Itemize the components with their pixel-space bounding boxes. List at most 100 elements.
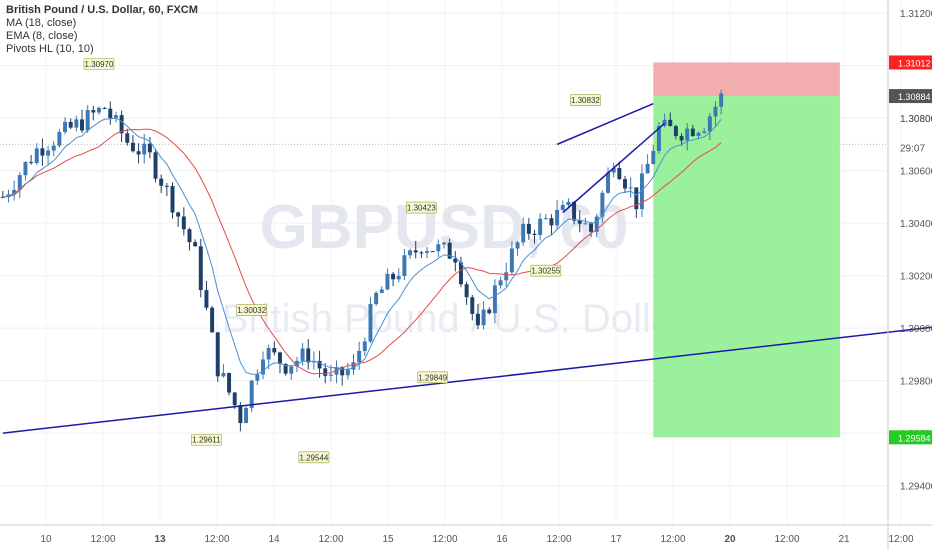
candle-body [487, 309, 492, 314]
candle-body [215, 332, 220, 377]
price-tag-text-countdown: 29:07 [900, 144, 925, 155]
candle-body [300, 348, 305, 361]
candle-body [198, 246, 203, 291]
candle-body [74, 119, 79, 128]
x-tick-label: 14 [268, 534, 280, 545]
candle-body [108, 108, 113, 118]
x-tick-label: 12:00 [660, 534, 685, 545]
candle-body [549, 218, 554, 226]
watermark-name: British Pound / U.S. Dollar [222, 297, 687, 341]
trendlines[interactable] [2, 102, 932, 434]
candle-body [425, 251, 430, 253]
candle-body [560, 204, 565, 210]
candle-body [673, 126, 678, 136]
candle-body [266, 348, 271, 360]
candle-body [227, 373, 232, 393]
pivot-label-box [298, 451, 330, 464]
price-tag-text-target: 1.29584 [898, 433, 931, 443]
candle-body [362, 341, 367, 351]
trendline[interactable] [2, 326, 932, 434]
candle-body [594, 216, 599, 232]
legend-ema[interactable]: EMA (8, close) [6, 30, 78, 42]
candle-body [385, 273, 390, 290]
candle-body [707, 116, 712, 132]
candle-body [210, 307, 215, 333]
y-tick-label: 1.31200 [900, 9, 932, 20]
candle-body [40, 148, 45, 156]
candle-body [447, 242, 452, 259]
pivot-label-box [191, 433, 222, 446]
candle-body [29, 162, 34, 164]
candle-body [289, 366, 294, 374]
pivot-label: 1.30255 [531, 267, 560, 276]
candle-body [57, 132, 62, 146]
x-tick-label: 12:00 [204, 534, 229, 545]
candle-body [232, 392, 237, 406]
pivot-label-box [236, 304, 267, 317]
candle-body [543, 218, 548, 220]
pivot-label: 1.30032 [237, 306, 266, 315]
candle-body [413, 250, 418, 253]
y-tick-label: 1.29800 [900, 377, 932, 388]
candle-body [521, 223, 526, 243]
price-tag-entry [889, 89, 932, 104]
y-tick-label: 1.29400 [900, 482, 932, 493]
candle-body [645, 163, 650, 174]
legend-pivots[interactable]: Pivots HL (10, 10) [6, 43, 94, 55]
legend-ma[interactable]: MA (18, close) [6, 17, 77, 29]
candle-body [623, 179, 627, 189]
x-tick-label: 21 [838, 534, 850, 545]
candle-body [475, 313, 480, 326]
stop-loss-zone[interactable] [653, 62, 840, 97]
candle-body [85, 110, 90, 131]
candle-body [102, 107, 107, 109]
candle-body [97, 107, 101, 113]
candle-body [119, 115, 124, 134]
candle-body [46, 150, 51, 156]
candle-body [294, 360, 299, 367]
candle-body [261, 359, 265, 375]
candle-body [696, 132, 701, 136]
candle-body [368, 304, 373, 342]
candle-body [555, 209, 560, 226]
candles [0, 89, 724, 432]
candle-body [442, 242, 446, 245]
candle-body [391, 273, 396, 280]
candle-body [396, 275, 401, 280]
trendline[interactable] [556, 102, 654, 146]
candle-body [142, 143, 147, 155]
candle-body [436, 244, 441, 252]
candle-body [125, 133, 130, 143]
candle-body [317, 360, 322, 369]
candle-body [470, 297, 475, 314]
pivots: 1.30970 1.29611 1.30032 1.29544 1.29849 1.304… [83, 58, 601, 464]
x-tick-label: 20 [724, 534, 736, 545]
candle-body [68, 121, 73, 128]
candle-body [204, 290, 209, 308]
candle-body [379, 289, 384, 293]
candle-body [340, 367, 345, 376]
pivot-label-box [530, 264, 562, 277]
candle-body [690, 128, 695, 136]
candle-body [566, 201, 571, 205]
candle-body [538, 218, 543, 235]
y-tick-label: 1.30000 [900, 324, 932, 335]
x-tick-label: 17 [610, 534, 622, 545]
candle-body [577, 220, 582, 224]
candle-body [656, 125, 661, 151]
candle-body [51, 145, 56, 151]
candle-body [283, 363, 288, 374]
trendline[interactable] [562, 122, 666, 214]
candle-body [651, 150, 656, 164]
x-tick-label: 16 [496, 534, 508, 545]
price-tag-target [889, 430, 932, 445]
pivot-label-box [406, 201, 437, 214]
candle-body [63, 121, 68, 133]
position-boxes[interactable] [653, 62, 840, 438]
take-profit-zone[interactable] [653, 96, 840, 438]
pivot-label: 1.30423 [407, 204, 436, 213]
x-tick-label: 12:00 [546, 534, 571, 545]
y-tick-label: 1.30600 [900, 167, 932, 178]
